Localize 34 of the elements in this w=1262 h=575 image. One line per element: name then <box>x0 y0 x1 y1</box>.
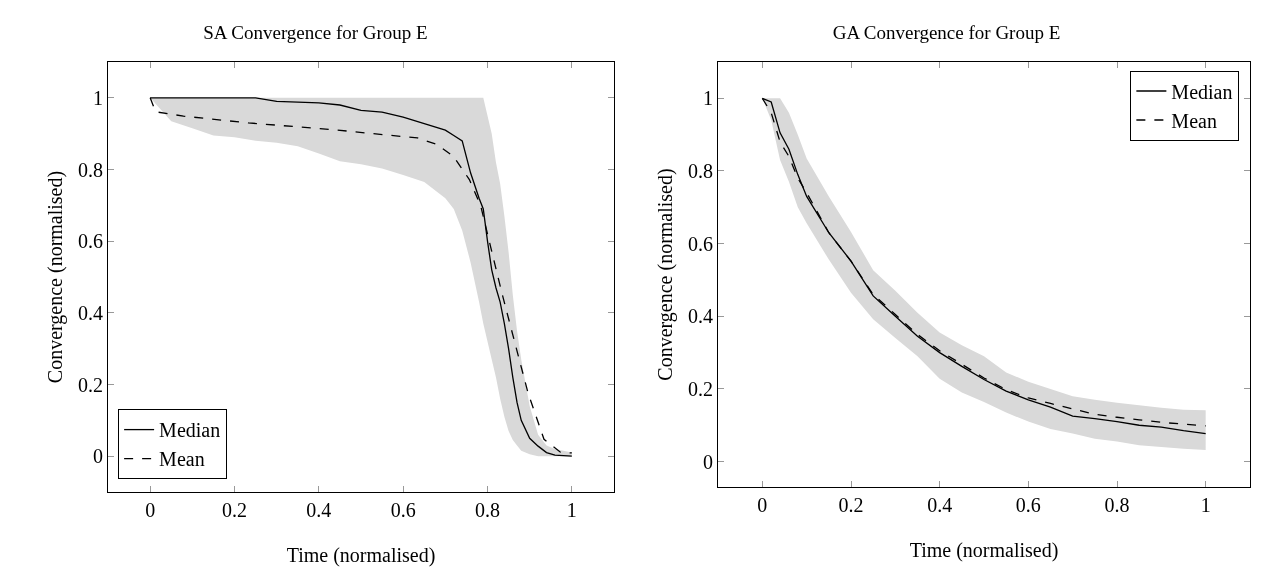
chart-title: GA Convergence for Group E <box>832 22 1061 44</box>
x-tick-label: 0 <box>145 499 156 521</box>
y-tick-label: 0.6 <box>688 232 713 255</box>
x-tick-label: 0.8 <box>475 499 500 521</box>
legend-label: Median <box>1171 80 1233 103</box>
y-tick-label: 0.4 <box>688 305 713 328</box>
y-tick-label: 0 <box>93 445 103 468</box>
x-tick-label: 0.4 <box>927 494 953 516</box>
legend-label: Median <box>159 419 221 442</box>
y-tick-label: 0.8 <box>78 158 103 181</box>
y-tick-label: 1 <box>93 86 103 109</box>
x-tick-label: 0.4 <box>306 499 332 521</box>
y-tick-label: 0 <box>703 450 713 473</box>
y-tick-label: 0.2 <box>688 377 713 400</box>
y-tick-label: 0.8 <box>688 159 713 182</box>
x-tick-label: 1 <box>1200 494 1211 516</box>
legend-label: Mean <box>159 448 205 471</box>
x-tick-label: 0.8 <box>1104 494 1130 516</box>
x-tick-label: 0.2 <box>222 499 247 521</box>
chart-title: SA Convergence for Group E <box>203 22 428 44</box>
x-tick-label: 0.6 <box>1015 494 1041 516</box>
x-axis-title: Time (normalised) <box>286 544 436 567</box>
x-tick-label: 0.2 <box>838 494 864 516</box>
legend-label: Mean <box>1171 109 1217 132</box>
y-tick-label: 0.4 <box>78 301 103 324</box>
x-tick-label: 0 <box>757 494 768 516</box>
y-tick-label: 1 <box>703 87 713 110</box>
y-tick-label: 0.2 <box>78 373 103 396</box>
y-tick-label: 0.6 <box>78 230 103 253</box>
x-tick-label: 1 <box>566 499 577 521</box>
x-axis-title: Time (normalised) <box>909 539 1059 562</box>
x-tick-label: 0.6 <box>390 499 416 521</box>
y-axis-title: Convergence (normalised) <box>43 170 67 384</box>
y-axis-title: Convergence (normalised) <box>653 168 677 381</box>
